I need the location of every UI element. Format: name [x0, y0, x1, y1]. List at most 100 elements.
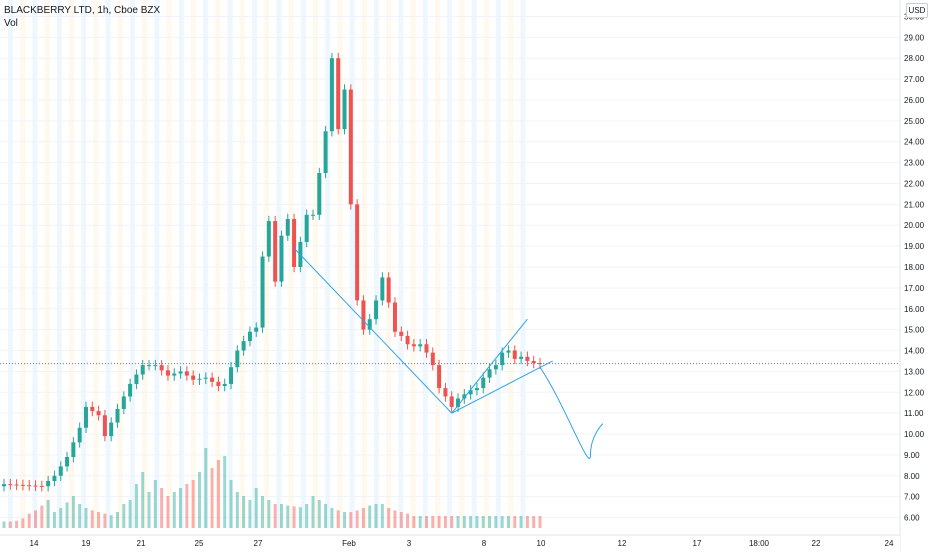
volume-bar: [298, 507, 302, 528]
volume-bar: [387, 508, 391, 528]
session-band: [410, 0, 416, 528]
price-tick-label: 7.00: [904, 493, 920, 502]
candle-body: [46, 481, 51, 487]
session-band: [459, 0, 465, 528]
last-price-line: 13.3703:39: [0, 357, 932, 383]
candle-body: [52, 475, 57, 482]
volume-bar: [443, 516, 447, 528]
volume-bar: [172, 492, 176, 528]
session-band: [130, 0, 135, 528]
candle-body: [449, 396, 454, 407]
volume-bar: [286, 505, 290, 528]
session-band: [105, 0, 111, 528]
time-tick-label: 3: [407, 539, 412, 548]
volume-bar: [160, 488, 164, 528]
session-band: [483, 0, 489, 528]
candle-body: [323, 131, 328, 174]
candle-body: [310, 214, 315, 216]
volume-bar: [197, 472, 201, 528]
volume-bar: [15, 520, 19, 528]
candle-body: [241, 341, 246, 351]
price-tick-label: 12.00: [904, 388, 925, 397]
candle-body: [531, 360, 536, 364]
candle-body: [456, 398, 461, 407]
candle-body: [487, 369, 492, 378]
trendline: [451, 318, 528, 414]
session-band: [44, 0, 50, 528]
volume-bar: [500, 516, 504, 528]
candle-body: [411, 344, 416, 347]
candle-body: [134, 374, 139, 384]
volume-bar: [336, 510, 340, 528]
currency-button[interactable]: USD: [906, 3, 928, 18]
volume-bar: [488, 516, 492, 528]
volume-bars: [2, 448, 542, 528]
session-band: [191, 0, 196, 528]
volume-bar: [2, 521, 6, 528]
candle-body: [140, 365, 145, 375]
time-tick-label: 10: [537, 539, 546, 548]
price-tick-label: 19.00: [904, 242, 925, 251]
volume-bar: [40, 505, 44, 528]
volume-bar: [242, 496, 246, 528]
candle-body: [361, 300, 366, 330]
price-tick-label: 22.00: [904, 179, 925, 188]
volume-bar: [317, 500, 321, 528]
volume-bar: [166, 496, 170, 528]
volume-bar: [311, 496, 315, 528]
volume-bar: [506, 516, 510, 528]
symbol-title[interactable]: BLACKBERRY LTD, 1h, Cboe BZX: [4, 5, 161, 16]
candle-body: [210, 377, 215, 382]
volume-bar: [475, 516, 479, 528]
volume-bar: [261, 496, 265, 528]
volume-bar: [368, 505, 372, 528]
candle-body: [191, 375, 196, 380]
volume-bar: [538, 516, 542, 528]
grid: [0, 15, 900, 519]
volume-bar: [494, 516, 498, 528]
time-tick-label: 24: [885, 539, 894, 548]
time-tick-label: 17: [693, 539, 702, 548]
volume-bar: [324, 504, 328, 528]
candle-body: [165, 370, 170, 376]
candle-body: [102, 415, 107, 437]
price-tick-label: 8.00: [904, 472, 920, 481]
time-axis-background: [0, 535, 900, 550]
price-tick-label: 11.00: [904, 409, 924, 418]
session-band: [32, 0, 38, 528]
candle-body: [90, 406, 95, 412]
time-axis: 14 19 21 25 27 Feb 3 8 10 12 17 18:00 22 24: [0, 534, 900, 550]
candle-body: [525, 356, 530, 361]
volume-bar: [122, 504, 126, 528]
volume-bar: [330, 508, 334, 528]
session-band: [288, 0, 294, 528]
volume-bar: [519, 516, 523, 528]
volume-indicator-label[interactable]: Vol: [4, 18, 18, 29]
candle-body: [317, 173, 322, 215]
volume-bar: [153, 480, 157, 528]
session-band: [349, 0, 355, 528]
volume-bar: [292, 506, 296, 528]
candle-body: [121, 396, 126, 409]
volume-bar: [141, 472, 145, 528]
volume-bar: [374, 504, 378, 528]
candle-body: [336, 58, 341, 130]
candle-body: [474, 388, 479, 391]
volume-bar: [71, 496, 75, 528]
candle-body: [430, 352, 435, 366]
volume-bar: [128, 500, 132, 528]
candle-body: [172, 373, 177, 376]
candle-body: [2, 484, 6, 487]
price-tick-label: 21.00: [904, 200, 925, 209]
candle-body: [481, 377, 486, 389]
session-band: [239, 0, 245, 528]
volume-bar: [179, 488, 183, 528]
session-band: [374, 0, 379, 528]
candle-body: [443, 388, 448, 397]
session-band: [435, 0, 440, 528]
candle-body: [153, 365, 158, 367]
candle-body: [342, 89, 347, 130]
volume-bar: [481, 516, 485, 528]
